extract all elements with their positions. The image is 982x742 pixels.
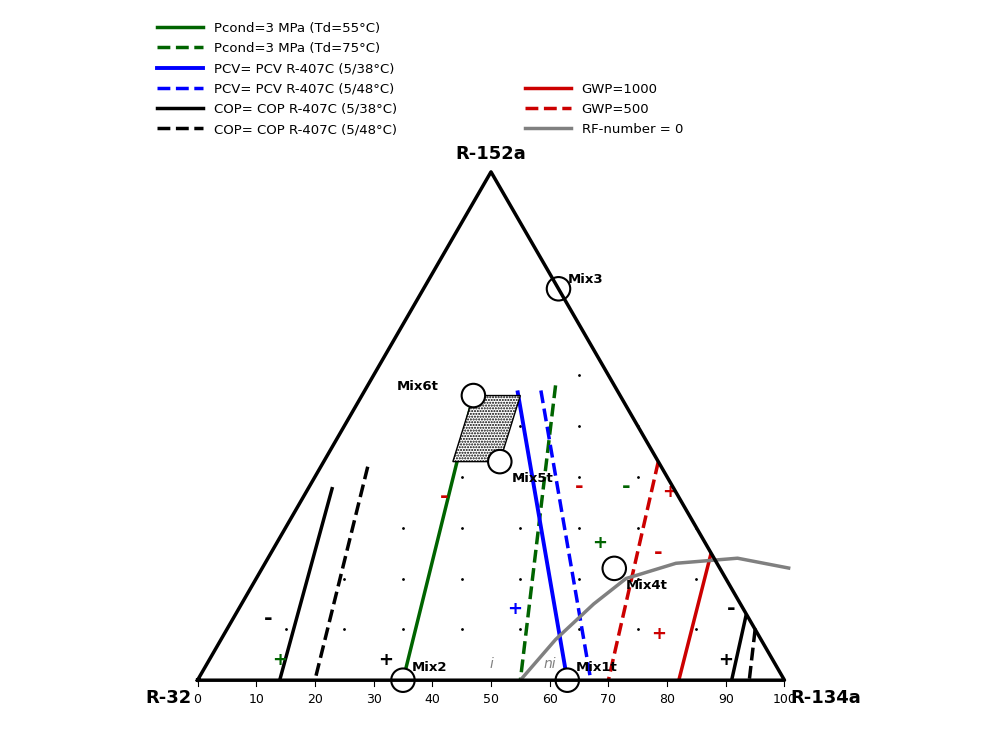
Text: R-134a: R-134a xyxy=(791,689,861,707)
Text: Mix6t: Mix6t xyxy=(397,380,439,393)
Text: -: - xyxy=(440,487,449,508)
Circle shape xyxy=(603,556,626,580)
Text: +: + xyxy=(718,651,734,669)
Text: R-152a: R-152a xyxy=(456,145,526,163)
Text: Mix2: Mix2 xyxy=(411,661,447,674)
Text: Mix5t: Mix5t xyxy=(512,472,553,485)
Polygon shape xyxy=(453,395,520,462)
Text: 0: 0 xyxy=(193,693,201,706)
Text: 100: 100 xyxy=(773,693,796,706)
Text: 20: 20 xyxy=(307,693,323,706)
Text: +: + xyxy=(507,600,522,618)
Text: +: + xyxy=(651,626,666,643)
Text: ni: ni xyxy=(543,657,556,672)
Text: Mix3: Mix3 xyxy=(568,273,603,286)
Circle shape xyxy=(488,450,512,473)
Text: 50: 50 xyxy=(483,693,499,706)
Text: 60: 60 xyxy=(542,693,558,706)
Text: +: + xyxy=(663,483,678,501)
Text: 70: 70 xyxy=(600,693,617,706)
Text: i: i xyxy=(489,657,493,672)
Text: 80: 80 xyxy=(659,693,675,706)
Text: +: + xyxy=(272,651,287,669)
Text: 30: 30 xyxy=(365,693,382,706)
Circle shape xyxy=(547,277,571,301)
Text: +: + xyxy=(592,534,607,552)
Legend: GWP=1000, GWP=500, RF-number = 0: GWP=1000, GWP=500, RF-number = 0 xyxy=(524,82,682,136)
Text: Mix1t: Mix1t xyxy=(576,661,618,674)
Text: 10: 10 xyxy=(248,693,264,706)
Text: 40: 40 xyxy=(424,693,440,706)
Text: -: - xyxy=(574,477,583,497)
Circle shape xyxy=(462,384,485,407)
Text: +: + xyxy=(378,651,393,669)
Text: -: - xyxy=(728,599,736,619)
Text: -: - xyxy=(654,543,663,563)
Circle shape xyxy=(556,669,579,692)
Text: Mix4t: Mix4t xyxy=(626,579,668,592)
Circle shape xyxy=(391,669,414,692)
Text: -: - xyxy=(622,477,630,497)
Text: -: - xyxy=(263,609,272,629)
Text: 90: 90 xyxy=(718,693,734,706)
Text: R-32: R-32 xyxy=(145,689,191,707)
